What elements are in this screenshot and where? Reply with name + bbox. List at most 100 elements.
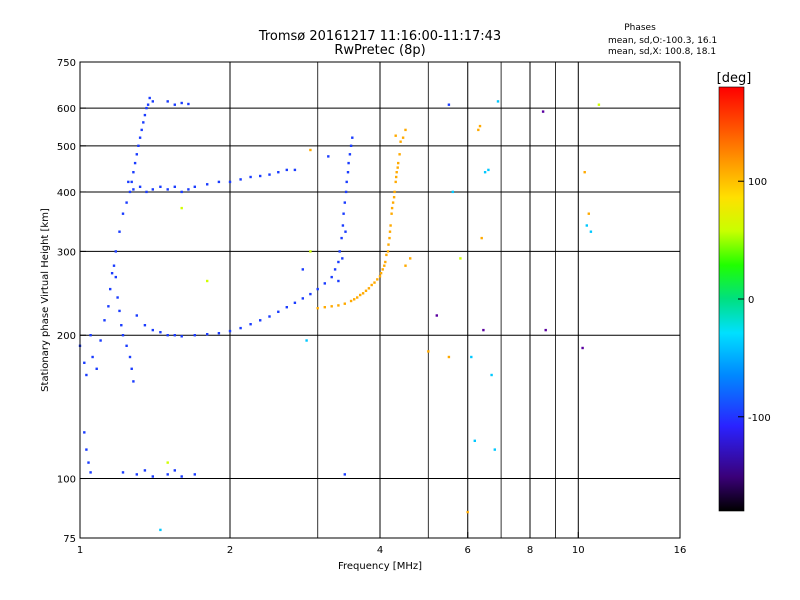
data-point (166, 461, 169, 464)
data-point (393, 190, 396, 194)
y-tick-label: 75 (63, 534, 76, 545)
data-point (373, 281, 376, 284)
data-point (135, 314, 138, 317)
data-point (337, 279, 340, 283)
legend-line-x: mean, sd,X: 100.8, 18.1 (608, 47, 716, 57)
y-tick-label: 500 (57, 142, 76, 153)
data-point (466, 510, 469, 514)
data-point (309, 292, 312, 296)
data-point (370, 283, 373, 287)
data-point (597, 103, 601, 106)
data-point (114, 275, 117, 279)
x-axis-label: Frequency [MHz] (338, 561, 422, 572)
data-point (581, 346, 584, 350)
colorbar-ticks: -100 0 100 (738, 177, 771, 424)
data-point (206, 333, 209, 336)
data-point (146, 103, 150, 106)
data-point (143, 113, 147, 117)
data-point (166, 100, 169, 103)
y-tick-label: 400 (57, 188, 76, 199)
data-point (341, 224, 345, 227)
data-point (330, 305, 333, 308)
data-point (327, 155, 330, 158)
data-point (451, 190, 454, 194)
data-point (132, 171, 135, 174)
data-point (316, 307, 319, 310)
data-point (83, 431, 86, 434)
data-point (293, 168, 297, 172)
data-point (395, 171, 398, 174)
data-point (151, 188, 154, 191)
data-point (193, 185, 196, 188)
data-point (268, 315, 271, 318)
data-point (427, 350, 430, 353)
x-tick-label: 2 (227, 545, 233, 556)
data-point (490, 373, 493, 377)
data-point (435, 314, 438, 317)
data-point (116, 296, 119, 299)
data-point (337, 304, 340, 307)
y-axis-label: Stationary phase Virtual Height [km] (40, 208, 51, 392)
data-point (173, 334, 176, 337)
data-point (342, 212, 345, 215)
data-point (396, 166, 399, 169)
data-point (477, 128, 480, 132)
data-point (323, 282, 326, 285)
data-point (103, 319, 106, 322)
data-point (130, 180, 133, 184)
data-point (83, 361, 86, 364)
data-point (259, 319, 262, 322)
data-point (351, 136, 354, 139)
data-point (114, 250, 117, 253)
x-tick-label: 1 (77, 545, 83, 556)
data-point (343, 302, 346, 305)
data-point (385, 253, 388, 257)
data-point (121, 471, 125, 474)
data-point (301, 268, 304, 271)
data-point (378, 275, 382, 278)
data-point (95, 367, 98, 370)
data-point (587, 212, 590, 215)
data-point (217, 180, 221, 184)
legend-title: Phases (624, 23, 656, 33)
y-tick-label: 200 (57, 331, 76, 342)
data-point (401, 136, 405, 139)
data-point (398, 153, 401, 156)
data-point (206, 279, 209, 283)
data-point (112, 264, 116, 267)
legend-line-o: mean, sd,O:-100.3, 16.1 (608, 36, 717, 46)
data-point (388, 236, 391, 240)
data-point (459, 257, 462, 260)
data-point (217, 332, 221, 335)
data-point (349, 144, 353, 147)
data-point (348, 153, 352, 156)
axes: 1 2 4 6 8 10 16 75 100 200 300 400 500 600 750 (57, 58, 686, 556)
data-point (390, 212, 393, 215)
data-point (125, 201, 128, 204)
data-point (128, 355, 132, 359)
data-point (409, 257, 412, 260)
data-point (381, 268, 384, 271)
x-tick-label: 16 (674, 545, 687, 556)
data-point (127, 180, 130, 184)
data-point (135, 153, 138, 156)
data-point (268, 173, 271, 176)
data-point (228, 180, 232, 184)
data-point (187, 102, 190, 106)
data-point (166, 473, 169, 476)
data-point (125, 344, 128, 347)
data-point (361, 292, 365, 295)
data-point (343, 201, 346, 204)
data-point (395, 175, 398, 179)
data-point (480, 236, 483, 240)
data-point (394, 180, 397, 184)
data-point (133, 161, 137, 165)
data-point (387, 243, 390, 246)
data-point (392, 196, 396, 199)
data-point (91, 355, 94, 359)
y-tick-label: 300 (57, 247, 76, 258)
data-point (128, 190, 132, 194)
data-point (330, 275, 333, 279)
data-point (159, 331, 162, 334)
